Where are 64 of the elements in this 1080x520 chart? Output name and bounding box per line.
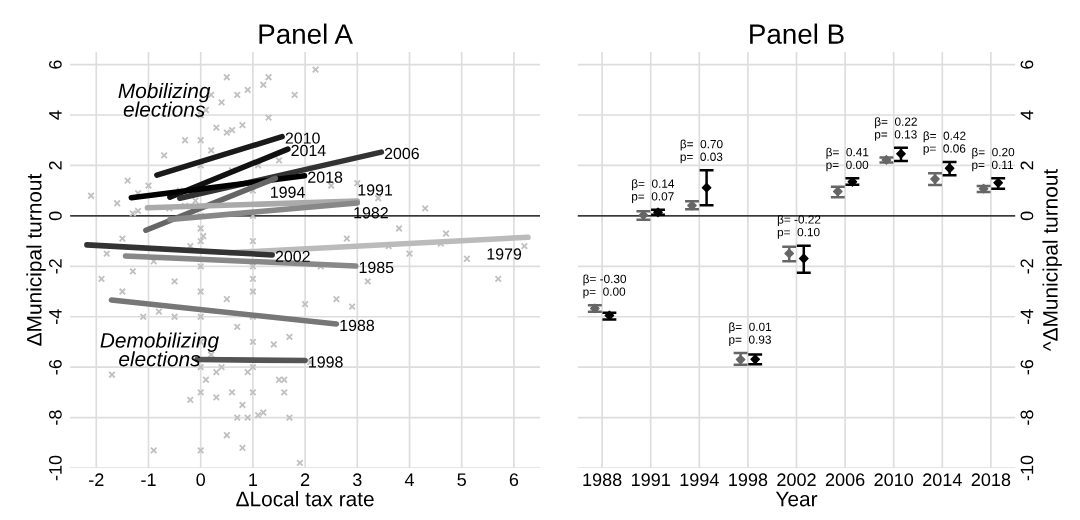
y-axis-title: ΔMunicipal turnout	[26, 173, 46, 346]
x-tick-label: 1994	[680, 473, 719, 487]
y-tick-label: 6	[1020, 60, 1034, 69]
annotation: β= -0.30 p= 0.00	[583, 274, 627, 299]
y-tick-label: 2	[1020, 161, 1034, 170]
x-tick-label: 2014	[923, 473, 962, 487]
x-tick-label: 5	[457, 473, 466, 487]
series-label: 1985	[359, 261, 394, 274]
series-label: 1998	[309, 356, 343, 368]
y-tick-label: 0	[1020, 211, 1034, 221]
y-tick-label: -10	[48, 455, 62, 481]
y-tick-label: -2	[1020, 259, 1034, 274]
y-tick-label: -4	[49, 309, 62, 324]
annotation: β= 0.01 p= 0.93	[729, 322, 772, 347]
x-tick-label: 1998	[729, 473, 768, 487]
x-tick-label: 1991	[632, 473, 670, 487]
annotation: β= 0.14 p= 0.07	[632, 179, 675, 203]
x-tick-label: 2002	[777, 473, 816, 487]
x-axis-title: Year	[775, 491, 818, 507]
y-tick-label: 0	[48, 211, 62, 221]
x-tick-label: 2006	[825, 473, 865, 487]
chart-title: Panel A	[259, 23, 353, 44]
y-tick-label: -6	[1020, 359, 1034, 375]
annotation: β= -0.22 p= 0.10	[777, 214, 821, 239]
y-axis-title: ^ΔMunicipal turnout	[1042, 168, 1062, 352]
annotation: Demobilizing elections	[100, 332, 219, 367]
annotation: Mobilizing elections	[118, 82, 211, 117]
x-tick-label: -1	[141, 473, 156, 486]
x-tick-label: 4	[404, 473, 414, 486]
series-label: 2014	[291, 144, 326, 157]
x-tick-label: 2018	[971, 473, 1011, 487]
y-tick-label: 2	[48, 161, 62, 170]
x-tick-label: 2	[300, 473, 310, 486]
y-tick-label: -6	[48, 359, 62, 375]
y-tick-label: -2	[48, 259, 62, 274]
x-tick-label: 3	[352, 473, 362, 487]
x-tick-label: 0	[196, 473, 206, 487]
chart-title: Panel B	[750, 23, 844, 44]
annotation: β= 0.20 p= 0.11	[972, 147, 1015, 172]
x-tick-label: 1	[249, 473, 258, 486]
x-tick-label: -2	[89, 473, 104, 486]
annotation: β= 0.22 p= 0.13	[875, 117, 917, 141]
series-label: 1988	[340, 319, 375, 332]
y-tick-label: 4	[49, 110, 62, 120]
series-label: 1991	[358, 184, 393, 196]
x-tick-label: 1988	[583, 473, 622, 487]
y-tick-label: -8	[1020, 410, 1034, 425]
annotation: β= 0.42 p= 0.06	[923, 131, 966, 155]
x-tick-label: 6	[509, 473, 519, 487]
annotation: β= 0.70 p= 0.03	[680, 139, 723, 164]
series-label: 2002	[275, 250, 310, 263]
annotation: β= 0.41 p= 0.00	[826, 147, 869, 172]
series-label: 1979	[487, 248, 522, 260]
y-tick-label: 6	[48, 60, 62, 69]
x-tick-label: 2010	[874, 473, 914, 487]
y-tick-label: 4	[1020, 110, 1034, 120]
series-label: 2018	[308, 171, 343, 183]
y-tick-label: -10	[1020, 455, 1034, 481]
series-label: 2006	[384, 147, 419, 160]
y-tick-label: -4	[1020, 309, 1034, 324]
series-label: 1994	[271, 186, 305, 198]
x-axis-title: ΔLocal tax rate	[236, 491, 374, 507]
series-label: 2010	[285, 132, 320, 144]
y-tick-label: -8	[48, 410, 62, 425]
